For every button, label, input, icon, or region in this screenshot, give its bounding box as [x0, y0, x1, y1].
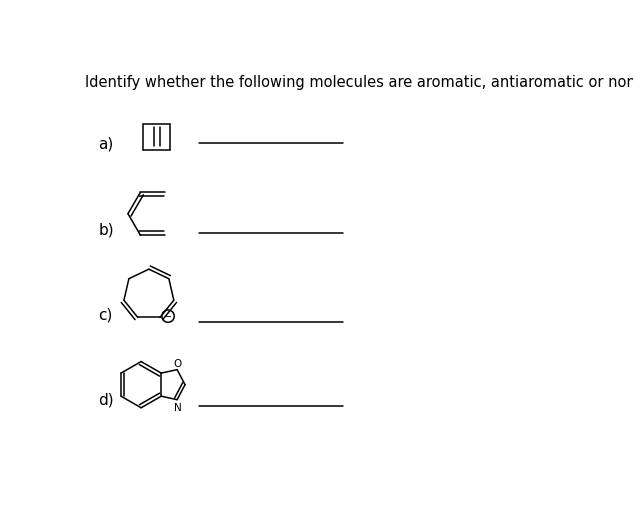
Text: O: O [174, 359, 182, 369]
Text: a): a) [99, 136, 114, 151]
Text: c): c) [99, 307, 113, 322]
Text: Identify whether the following molecules are aromatic, antiaromatic or non-aroma: Identify whether the following molecules… [85, 74, 633, 89]
Text: b): b) [99, 222, 114, 237]
Text: d): d) [99, 391, 114, 406]
Text: N: N [174, 402, 182, 412]
Text: −: − [164, 312, 172, 322]
